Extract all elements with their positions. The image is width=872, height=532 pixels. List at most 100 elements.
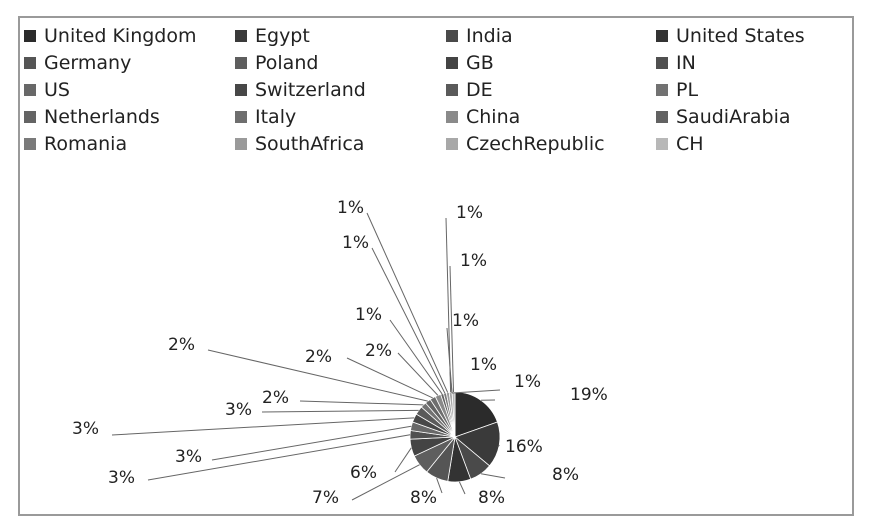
legend-label: IN (676, 51, 696, 74)
pie-slice (454, 391, 498, 438)
legend-label: United Kingdom (44, 24, 197, 47)
legend-label: US (44, 78, 70, 101)
leader-line (497, 444, 500, 448)
leader-line (451, 389, 501, 394)
data-label: 1% (514, 372, 541, 392)
legend-item: PL (656, 76, 814, 103)
data-label: 3% (175, 447, 202, 467)
legend-label: Netherlands (44, 105, 160, 128)
legend-item: Poland (235, 49, 446, 76)
leader-line (389, 319, 443, 395)
legend-label: PL (676, 78, 699, 101)
leader-line (394, 447, 412, 473)
data-label: 7% (312, 488, 339, 508)
legend-label: CzechRepublic (466, 132, 605, 155)
legend-item: GB (446, 49, 656, 76)
leader-line (346, 357, 433, 399)
data-label: 1% (470, 355, 497, 375)
legend-item: DE (446, 76, 656, 103)
leader-line (371, 247, 446, 394)
data-label: 1% (355, 305, 382, 325)
leader-line (480, 473, 506, 479)
legend-label: DE (466, 78, 493, 101)
legend-swatch (446, 83, 458, 96)
leader-line (211, 425, 412, 461)
legend-swatch (235, 110, 247, 123)
data-label: 2% (305, 347, 332, 367)
legend-label: Germany (44, 51, 132, 74)
legend-label: Egypt (255, 24, 310, 47)
leader-line (351, 464, 420, 501)
data-label: 8% (552, 465, 579, 485)
data-label: 3% (108, 468, 135, 488)
legend-item: China (446, 103, 656, 130)
legend-swatch (235, 137, 247, 150)
legend-item: United Kingdom (24, 22, 235, 49)
legend-item: Italy (235, 103, 446, 130)
data-label: 3% (225, 400, 252, 420)
data-label: 2% (168, 335, 195, 355)
data-label: 1% (452, 311, 479, 331)
legend-swatch (235, 83, 247, 96)
data-label: 2% (262, 388, 289, 408)
legend-swatch (446, 29, 458, 42)
leader-line (261, 409, 419, 413)
legend-label: GB (466, 51, 494, 74)
legend-item: Germany (24, 49, 235, 76)
legend-swatch (235, 29, 247, 42)
legend-swatch (24, 83, 36, 96)
data-label: 1% (460, 251, 487, 271)
legend-item: United States (656, 22, 814, 49)
legend-swatch (24, 110, 36, 123)
legend-swatch (235, 56, 247, 69)
data-label: 16% (505, 437, 543, 457)
data-label: 6% (350, 463, 377, 483)
data-label: 1% (342, 233, 369, 253)
legend-item: US (24, 76, 235, 103)
leader-line (449, 265, 454, 393)
legend-label: Poland (255, 51, 319, 74)
legend-item: Netherlands (24, 103, 235, 130)
legend-item: Egypt (235, 22, 446, 49)
leader-line (147, 434, 411, 481)
legend-item: SaudiArabia (656, 103, 814, 130)
legend-swatch (656, 29, 668, 42)
legend-swatch (446, 110, 458, 123)
legend-label: Switzerland (255, 78, 366, 101)
legend-swatch (656, 56, 668, 69)
legend-swatch (24, 56, 36, 69)
legend-label: Romania (44, 132, 128, 155)
leader-line (436, 477, 443, 494)
legend-swatch (656, 83, 668, 96)
legend-label: SouthAfrica (255, 132, 365, 155)
legend-item: IN (656, 49, 814, 76)
legend: United Kingdom Egypt India United States Ger… (24, 22, 814, 157)
leader-line (449, 371, 453, 394)
legend-label: India (466, 24, 513, 47)
legend-item: SouthAfrica (235, 130, 446, 157)
legend-item: CzechRepublic (446, 130, 656, 157)
legend-label: Italy (255, 105, 297, 128)
leader-line (397, 352, 439, 396)
data-label: 1% (337, 198, 364, 218)
legend-item: India (446, 22, 656, 49)
leader-line (366, 212, 449, 393)
legend-swatch (656, 110, 668, 123)
data-label: 1% (456, 203, 483, 223)
leader-line (207, 349, 428, 402)
legend-item: Romania (24, 130, 235, 157)
data-label: 3% (72, 419, 99, 439)
legend-label: United States (676, 24, 805, 47)
leader-line (299, 400, 424, 406)
leader-line (458, 481, 466, 495)
legend-swatch (24, 137, 36, 150)
legend-swatch (24, 29, 36, 42)
data-label: 2% (365, 341, 392, 361)
legend-label: CH (676, 132, 704, 155)
legend-item: Switzerland (235, 76, 446, 103)
legend-item: CH (656, 130, 814, 157)
leader-line (111, 417, 415, 436)
legend-label: China (466, 105, 521, 128)
legend-swatch (446, 137, 458, 150)
